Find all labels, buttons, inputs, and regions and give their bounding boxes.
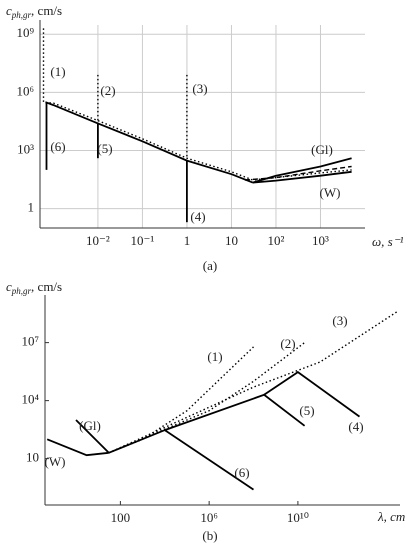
curve <box>108 311 398 454</box>
curve-label: (1) <box>50 64 65 79</box>
curve-label: (3) <box>192 81 207 96</box>
curve-label: (W) <box>320 185 341 200</box>
x-tick-label: 10 <box>225 233 238 248</box>
curve-label: (Gl) <box>311 142 333 157</box>
y-axis-label: cph,gr, cm/s <box>6 279 62 296</box>
curve-label: (4) <box>348 419 363 434</box>
x-tick-label: 1 <box>184 233 191 248</box>
y-axis-label: cph,gr, cm/s <box>6 3 62 20</box>
x-tick-label: 10² <box>268 233 285 248</box>
x-tick-label: 10⁻² <box>86 233 110 248</box>
curve <box>108 429 255 491</box>
y-label-subscript: ph,gr <box>11 286 32 296</box>
panel: 1 10³ 10⁶ 10⁹ 10⁻² 10⁻¹ 1 10 10² 10³ cph,gr, cm/s ω… <box>6 3 404 273</box>
x-tick-label: 10⁻¹ <box>131 233 155 248</box>
y-tick-label: 1 <box>28 200 35 215</box>
y-label-subscript: ph,gr <box>11 10 32 20</box>
curve <box>45 101 254 184</box>
curve <box>252 170 352 184</box>
y-tick-label: 10⁴ <box>21 392 39 407</box>
y-label-unit: , cm/s <box>31 279 62 294</box>
curve <box>263 371 361 418</box>
curve <box>164 393 306 431</box>
caption: (b) <box>202 528 217 543</box>
y-label-symbol: c <box>6 3 12 18</box>
y-tick-label: 10⁷ <box>21 334 39 349</box>
y-tick-label: 10⁶ <box>16 83 34 98</box>
curve-label: (6) <box>50 139 65 154</box>
caption: (a) <box>203 258 217 273</box>
curve-label: (5) <box>97 141 112 156</box>
x-tick-label: 10⁶ <box>200 510 218 525</box>
curve <box>42 28 352 181</box>
curve-label: (W) <box>45 454 66 469</box>
x-tick-label: 100 <box>111 510 131 525</box>
curve-label: (6) <box>234 465 249 480</box>
curve-label: (2) <box>280 336 295 351</box>
x-tick-label: 10¹⁰ <box>287 510 309 525</box>
x-axis-label: λ, cm <box>377 509 405 524</box>
y-tick-label: 10⁹ <box>16 25 34 40</box>
curve <box>244 165 352 181</box>
panel: 10 10⁴ 10⁷ 100 10⁶ 10¹⁰ cph,gr, cm/s λ, cm (b) (1… <box>6 279 405 543</box>
curve-label: (3) <box>332 313 347 328</box>
curve-label: (2) <box>100 83 115 98</box>
y-label-symbol: c <box>6 279 12 294</box>
curve <box>108 346 254 454</box>
curve-label: (1) <box>207 349 222 364</box>
curve-label: (5) <box>299 403 314 418</box>
x-tick-label: 10³ <box>312 233 329 248</box>
x-axis-label: ω, s⁻¹ <box>372 234 404 249</box>
y-tick-label: 10³ <box>17 141 34 156</box>
curve-label: (4) <box>190 209 205 224</box>
curve-label: (Gl) <box>79 418 101 433</box>
curve <box>75 419 110 454</box>
y-tick-label: 10 <box>26 450 39 465</box>
y-label-unit: , cm/s <box>31 3 62 18</box>
curve <box>46 438 109 457</box>
curve <box>252 157 352 184</box>
